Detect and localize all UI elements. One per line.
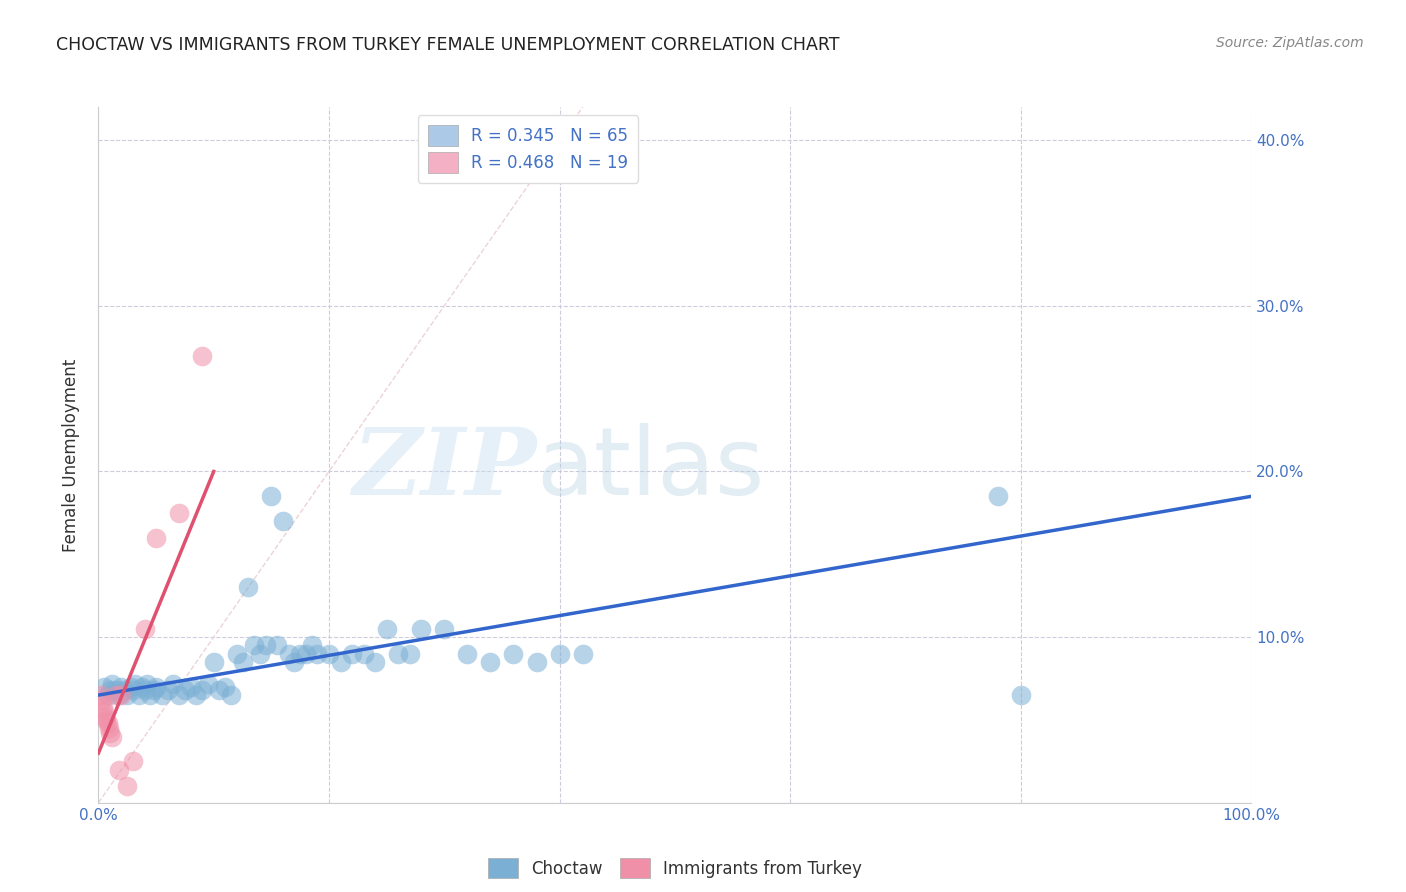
Point	[93, 705, 115, 719]
Point	[987, 489, 1010, 503]
Point	[375, 622, 398, 636]
Point	[353, 647, 375, 661]
Point	[96, 713, 118, 727]
Point	[174, 683, 197, 698]
Point	[180, 680, 202, 694]
Point	[117, 779, 139, 793]
Point	[571, 647, 593, 661]
Point	[156, 683, 179, 698]
Point	[122, 755, 145, 769]
Point	[208, 683, 231, 698]
Text: atlas: atlas	[537, 423, 765, 515]
Point	[108, 688, 131, 702]
Point	[134, 622, 156, 636]
Point	[145, 680, 167, 694]
Point	[110, 680, 132, 694]
Point	[108, 763, 131, 777]
Point	[277, 647, 299, 661]
Point	[150, 688, 173, 702]
Point	[238, 581, 260, 595]
Point	[131, 680, 153, 694]
Point	[1010, 688, 1032, 702]
Point	[90, 693, 112, 707]
Point	[340, 647, 363, 661]
Point	[364, 655, 387, 669]
Point	[225, 647, 247, 661]
Point	[191, 683, 214, 698]
Point	[387, 647, 409, 661]
Point	[91, 699, 114, 714]
Point	[186, 688, 208, 702]
Point	[318, 647, 340, 661]
Point	[197, 676, 219, 690]
Point	[329, 655, 352, 669]
Point	[214, 680, 236, 694]
Point	[117, 688, 139, 702]
Point	[191, 349, 214, 363]
Point	[479, 655, 502, 669]
Point	[90, 688, 112, 702]
Point	[97, 688, 120, 702]
Point	[271, 514, 294, 528]
Point	[139, 688, 162, 702]
Point	[231, 655, 254, 669]
Point	[502, 647, 524, 661]
Point	[145, 531, 167, 545]
Point	[97, 721, 120, 735]
Point	[548, 647, 571, 661]
Point	[456, 647, 478, 661]
Point	[249, 647, 271, 661]
Point	[101, 730, 124, 744]
Point	[260, 489, 283, 503]
Point	[94, 709, 117, 723]
Text: Source: ZipAtlas.com: Source: ZipAtlas.com	[1216, 36, 1364, 50]
Point	[202, 655, 225, 669]
Point	[98, 683, 121, 698]
Point	[243, 639, 266, 653]
Point	[97, 716, 120, 731]
Point	[101, 676, 124, 690]
Point	[135, 676, 157, 690]
Point	[120, 680, 142, 694]
Point	[301, 639, 323, 653]
Point	[104, 688, 127, 702]
Point	[104, 683, 127, 698]
Point	[110, 688, 132, 702]
Point	[254, 639, 277, 653]
Point	[122, 683, 145, 698]
Legend: Choctaw, Immigrants from Turkey: Choctaw, Immigrants from Turkey	[481, 851, 869, 885]
Point	[167, 688, 190, 702]
Point	[124, 676, 146, 690]
Point	[411, 622, 433, 636]
Point	[93, 680, 115, 694]
Point	[167, 506, 190, 520]
Point	[433, 622, 456, 636]
Point	[398, 647, 420, 661]
Point	[162, 676, 184, 690]
Point	[98, 726, 121, 740]
Text: CHOCTAW VS IMMIGRANTS FROM TURKEY FEMALE UNEMPLOYMENT CORRELATION CHART: CHOCTAW VS IMMIGRANTS FROM TURKEY FEMALE…	[56, 36, 839, 54]
Point	[307, 647, 329, 661]
Point	[142, 683, 165, 698]
Point	[134, 683, 156, 698]
Point	[128, 688, 150, 702]
Y-axis label: Female Unemployment: Female Unemployment	[62, 359, 80, 551]
Point	[266, 639, 288, 653]
Text: ZIP: ZIP	[353, 424, 537, 514]
Point	[112, 683, 135, 698]
Point	[219, 688, 242, 702]
Point	[290, 647, 312, 661]
Point	[283, 655, 305, 669]
Point	[526, 655, 548, 669]
Point	[295, 647, 318, 661]
